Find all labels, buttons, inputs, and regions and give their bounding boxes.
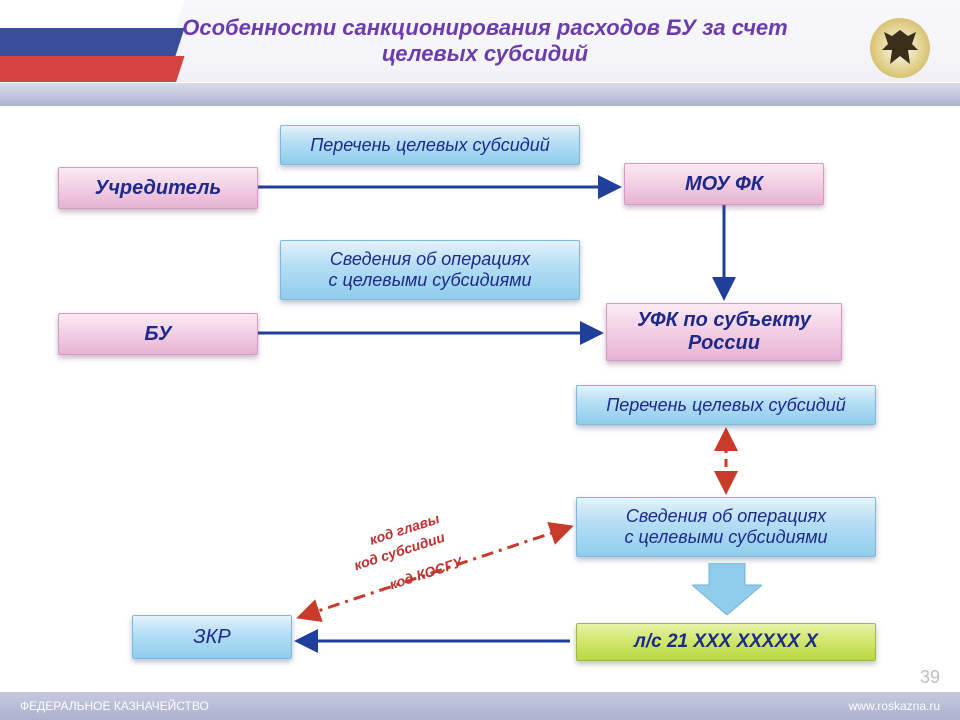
block-arrow-down bbox=[692, 563, 762, 615]
footer-bar: ФЕДЕРАЛЬНОЕ КАЗНАЧЕЙСТВО www.roskazna.ru bbox=[0, 692, 960, 720]
node-info2: Сведения об операциях с целевыми субсиди… bbox=[576, 497, 876, 557]
node-mou: МОУ ФК bbox=[624, 163, 824, 205]
node-list1: Перечень целевых субсидий bbox=[280, 125, 580, 165]
page-number: 39 bbox=[920, 667, 940, 688]
title-line-2: целевых субсидий bbox=[165, 41, 805, 67]
node-ufk: УФК по субъекту России bbox=[606, 303, 842, 361]
node-founder: Учредитель bbox=[58, 167, 258, 209]
node-ls: л/с 21 XXX XXXXX X bbox=[576, 623, 876, 661]
node-info1: Сведения об операциях с целевыми субсиди… bbox=[280, 240, 580, 300]
header-wave bbox=[0, 82, 960, 106]
node-zkr: ЗКР bbox=[132, 615, 292, 659]
title-line-1: Особенности санкционирования расходов БУ… bbox=[165, 15, 805, 41]
flow-diagram: Учредитель Перечень целевых субсидий МОУ Ф… bbox=[0, 105, 960, 692]
emblem-icon bbox=[870, 18, 930, 78]
node-list2: Перечень целевых субсидий bbox=[576, 385, 876, 425]
footer-right-text: www.roskazna.ru bbox=[849, 699, 940, 713]
page-title: Особенности санкционирования расходов БУ… bbox=[165, 15, 805, 67]
footer-left-text: ФЕДЕРАЛЬНОЕ КАЗНАЧЕЙСТВО bbox=[20, 699, 209, 713]
node-bu: БУ bbox=[58, 313, 258, 355]
